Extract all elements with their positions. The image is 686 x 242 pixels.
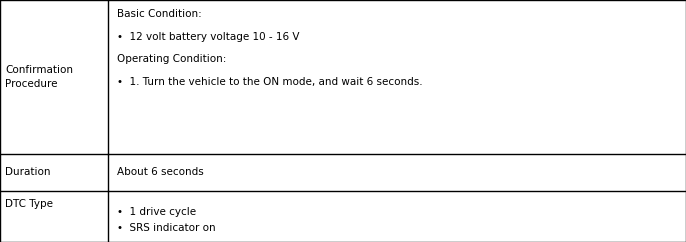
Text: •  1. Turn the vehicle to the ON mode, and wait 6 seconds.: • 1. Turn the vehicle to the ON mode, an… [117, 77, 423, 87]
Text: •  12 volt battery voltage 10 - 16 V: • 12 volt battery voltage 10 - 16 V [117, 31, 300, 42]
Text: •  1 drive cycle: • 1 drive cycle [117, 207, 196, 217]
Text: Confirmation
Procedure: Confirmation Procedure [5, 65, 73, 89]
Text: •  SRS indicator on: • SRS indicator on [117, 223, 216, 233]
Text: Duration: Duration [5, 167, 51, 177]
Text: About 6 seconds: About 6 seconds [117, 167, 204, 177]
Text: DTC Type: DTC Type [5, 199, 54, 209]
Text: Operating Condition:: Operating Condition: [117, 54, 226, 64]
Text: Basic Condition:: Basic Condition: [117, 9, 202, 19]
